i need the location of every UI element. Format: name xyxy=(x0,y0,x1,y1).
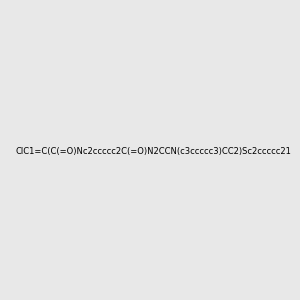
Text: ClC1=C(C(=O)Nc2ccccc2C(=O)N2CCN(c3ccccc3)CC2)Sc2ccccc21: ClC1=C(C(=O)Nc2ccccc2C(=O)N2CCN(c3ccccc3… xyxy=(16,147,292,156)
